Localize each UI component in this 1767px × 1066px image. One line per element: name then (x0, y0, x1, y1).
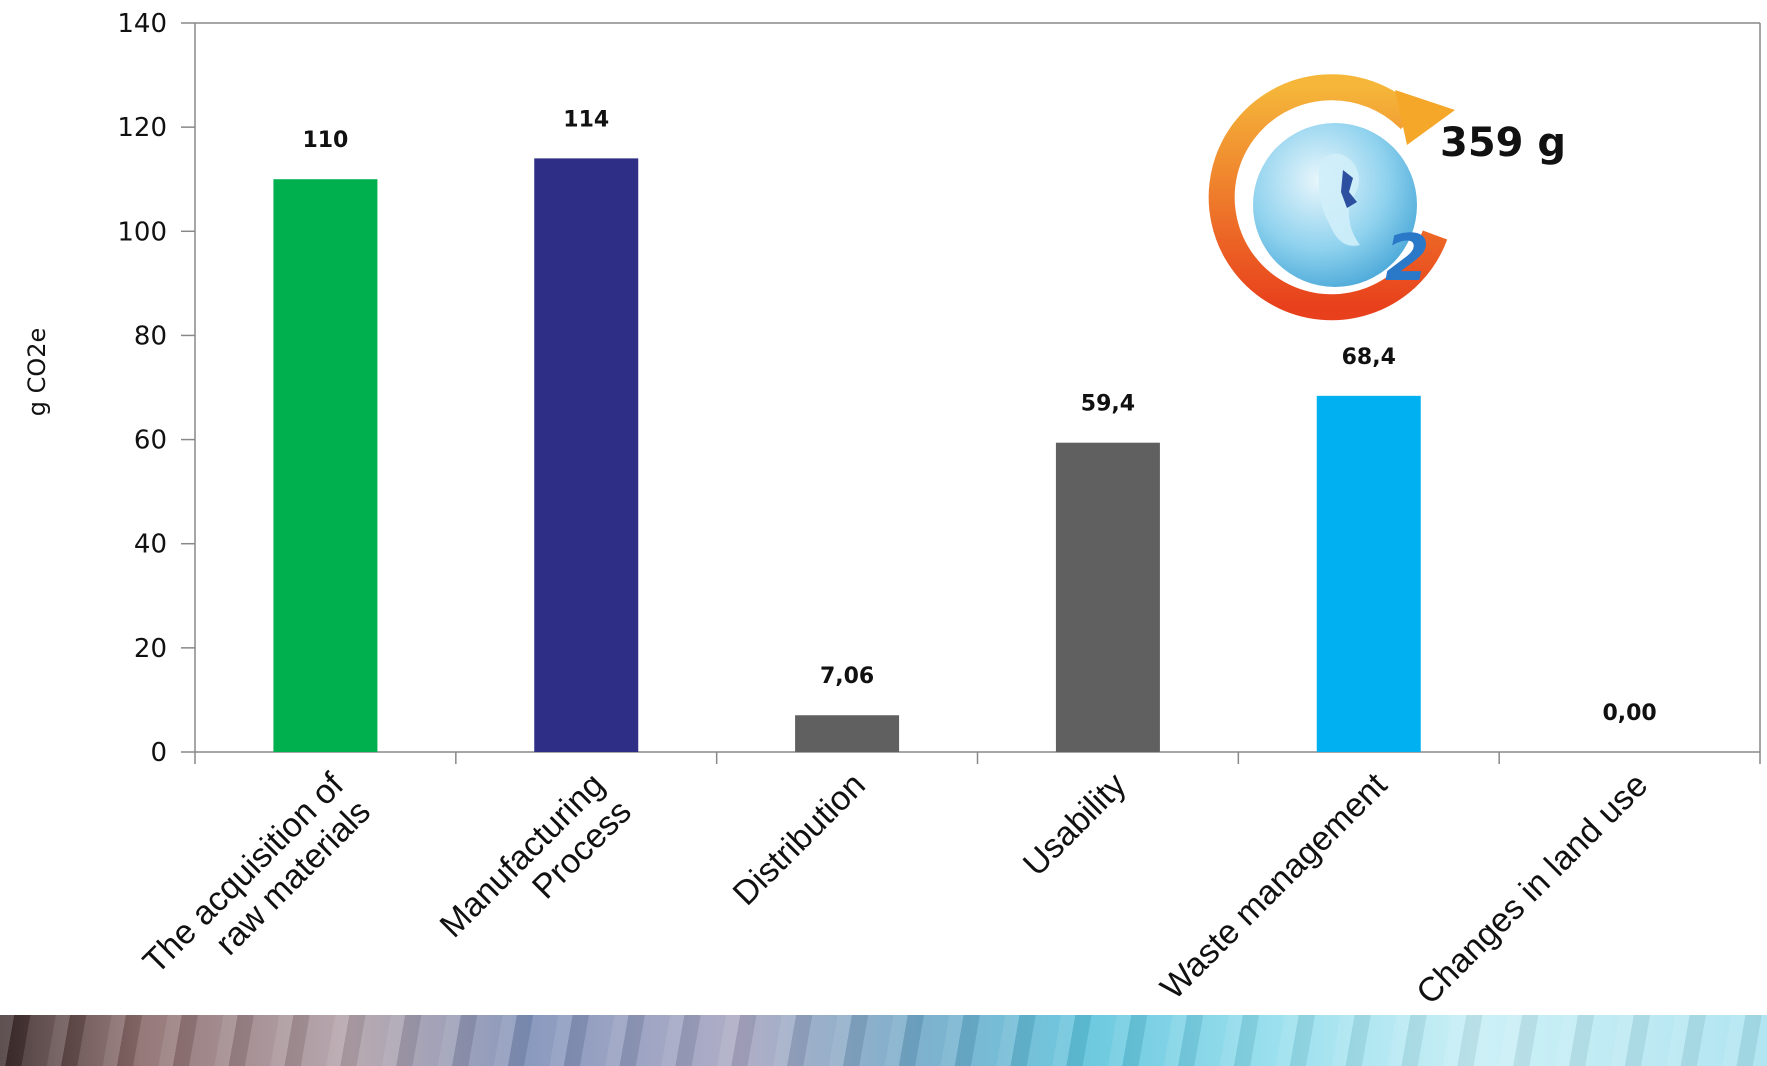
bars (273, 158, 1421, 752)
category-label: Distribution (726, 766, 873, 913)
data-label: 0,00 (1602, 701, 1656, 726)
category-label-line: Usability (1016, 766, 1134, 884)
data-label: 7,06 (820, 664, 874, 689)
bar (1055, 442, 1160, 752)
y-tick-label: 20 (134, 634, 167, 664)
y-tick-label: 40 (134, 530, 167, 560)
data-label: 114 (563, 107, 609, 132)
category-label: Changes in land use (1409, 766, 1655, 1012)
value-labels: 110 114 7,06 59,4 68,4 0,00 (302, 107, 1656, 726)
data-label: 110 (302, 128, 348, 153)
category-label-line: Distribution (726, 766, 873, 913)
banner-texture (0, 1015, 1767, 1066)
y-axis-ticks: 0 20 40 60 80 100 120 140 (117, 9, 195, 768)
bar (1316, 395, 1421, 752)
bar (534, 158, 639, 752)
y-tick-label: 140 (117, 9, 167, 39)
bar (795, 715, 900, 752)
category-label-line: Waste management (1153, 765, 1395, 1007)
category-label: Usability (1016, 766, 1134, 884)
y-axis-label: g CO2e (23, 328, 51, 417)
data-label: 68,4 (1342, 345, 1396, 370)
decorative-banner (0, 1015, 1767, 1066)
category-label: Waste management (1153, 765, 1395, 1007)
y-tick-label: 60 (134, 426, 167, 456)
y-tick-label: 80 (134, 321, 167, 351)
co2-globe-icon: 2 (1195, 70, 1475, 330)
data-label: 59,4 (1081, 392, 1135, 417)
co2-subscript: 2 (1385, 222, 1430, 296)
chart-axes (194, 22, 1761, 764)
y-tick-label: 100 (117, 217, 167, 247)
y-tick-label: 120 (117, 113, 167, 143)
bar (273, 179, 378, 752)
total-emissions-label: 359 g (1440, 120, 1567, 166)
y-tick-label: 0 (150, 738, 167, 768)
category-label-line: Changes in land use (1409, 766, 1655, 1012)
